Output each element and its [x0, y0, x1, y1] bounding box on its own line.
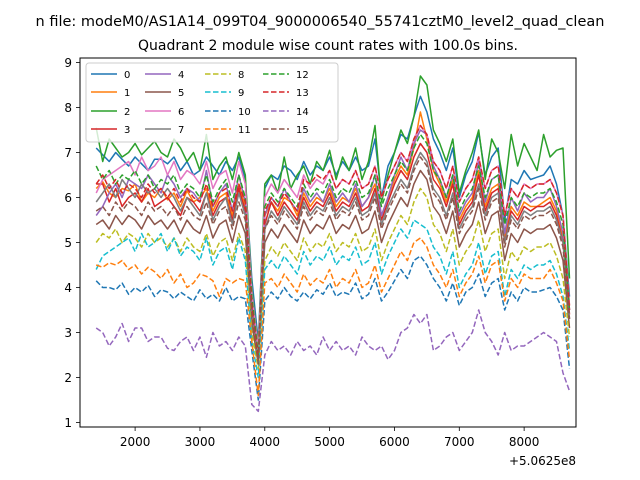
x-tick-label: 5000	[314, 435, 345, 449]
series-line-13	[95, 124, 571, 361]
x-tick-label: 8000	[509, 435, 540, 449]
chart-title: Quadrant 2 module wise count rates with …	[138, 38, 518, 54]
y-tick-label: 4	[64, 281, 72, 295]
series-line-14	[95, 309, 571, 413]
legend-label-5: 5	[178, 88, 184, 99]
series-line-15	[95, 156, 571, 365]
legend-label-12: 12	[296, 70, 309, 81]
legend-label-11: 11	[238, 125, 251, 136]
y-tick-label: 3	[64, 326, 72, 340]
y-tick-label: 8	[64, 101, 72, 115]
y-tick-label: 6	[64, 191, 72, 205]
y-tick-label: 1	[64, 416, 72, 430]
legend-label-9: 9	[238, 88, 244, 99]
y-tick-label: 5	[64, 236, 72, 250]
series-line-7	[95, 151, 571, 361]
legend-label-6: 6	[178, 107, 184, 118]
x-tick-label: 6000	[379, 435, 410, 449]
series-line-1	[95, 111, 571, 347]
legend-label-4: 4	[178, 70, 184, 81]
legend-label-10: 10	[238, 107, 251, 118]
legend-label-7: 7	[178, 125, 184, 136]
legend-label-14: 14	[296, 107, 309, 118]
x-tick-label: 2000	[120, 435, 151, 449]
figure-suptitle: n file: modeM0/AS1A14_099T04_9000006540_…	[36, 14, 605, 30]
legend-label-3: 3	[124, 125, 130, 136]
series-line-5	[95, 169, 571, 365]
legend-label-13: 13	[296, 88, 309, 99]
series-line-12	[95, 133, 571, 356]
series-line-11	[95, 237, 571, 397]
legend-label-1: 1	[124, 88, 130, 99]
legend-label-2: 2	[124, 107, 130, 118]
y-tick-label: 2	[64, 371, 72, 385]
legend-label-8: 8	[238, 70, 244, 81]
y-tick-label: 9	[64, 56, 72, 70]
legend-label-15: 15	[296, 125, 309, 136]
x-offset-label: +5.0625e8	[509, 454, 576, 468]
x-tick-label: 7000	[444, 435, 475, 449]
x-tick-label: 4000	[250, 435, 281, 449]
legend-box	[85, 62, 339, 143]
x-tick-label: 3000	[185, 435, 216, 449]
y-tick-label: 7	[64, 146, 72, 160]
legend-label-0: 0	[124, 70, 130, 81]
